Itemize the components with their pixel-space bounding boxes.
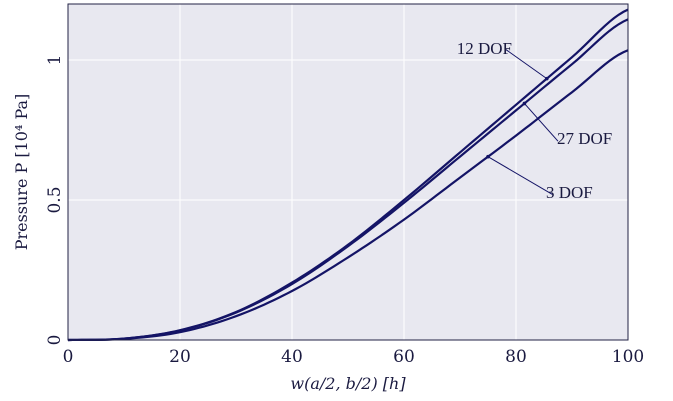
y-tick-label-0: 0: [45, 335, 65, 346]
x-tick-label-2: 40: [281, 347, 303, 367]
x-tick-label-3: 60: [393, 347, 415, 367]
y-axis-label: Pressure P [10⁴ Pa]: [12, 94, 31, 251]
annotation-leader-0: [504, 48, 548, 80]
x-tick-label-0: 0: [63, 347, 74, 367]
annotation-label-0: 12 DOF: [457, 39, 512, 58]
plot-area: [68, 4, 628, 340]
annotation-label-2: 3 DOF: [546, 183, 593, 202]
y-tick-label-2: 1: [45, 55, 65, 66]
x-tick-label-1: 20: [169, 347, 191, 367]
annotation-point-1: [522, 101, 527, 106]
series-group: [67, 8, 629, 342]
y-tick-label-1: 0.5: [45, 186, 65, 213]
x-tick-label-5: 100: [612, 347, 644, 367]
annotation-leader-1: [524, 103, 559, 142]
plot-border: [67, 3, 629, 341]
x-axis-label: w(a/2, b/2) [h]: [290, 374, 406, 393]
annotation-label-1: 27 DOF: [557, 129, 612, 148]
annotations-group: 12 DOF 27 DOF 3 DOF: [457, 39, 613, 202]
tick-labels-group: 0 20 40 60 80 100 0 0.5 1: [45, 55, 644, 367]
series-line-2: [67, 49, 629, 342]
series-line-1: [67, 18, 629, 342]
grid: [68, 4, 628, 340]
annotation-point-2: [486, 154, 490, 159]
annotation-point-0: [545, 76, 549, 81]
annotation-leader-2: [487, 156, 553, 195]
x-tick-label-4: 80: [505, 347, 527, 367]
